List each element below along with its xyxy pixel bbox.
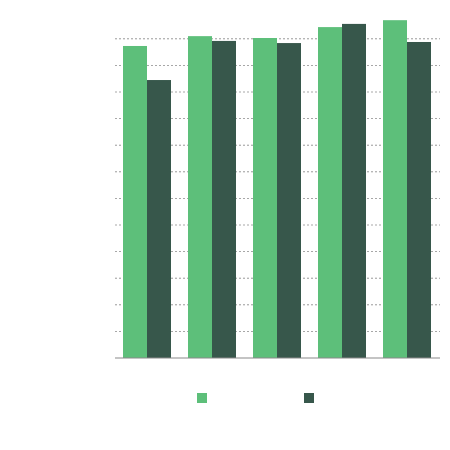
bar — [147, 80, 171, 358]
legend-swatch — [197, 393, 207, 403]
bar — [342, 23, 366, 359]
bar — [318, 27, 342, 358]
bar — [407, 41, 431, 358]
bar — [277, 43, 301, 358]
bar — [188, 36, 212, 358]
legend-swatch — [304, 393, 314, 403]
bar — [383, 20, 407, 359]
bar — [253, 38, 277, 358]
bar — [212, 40, 236, 358]
bar — [123, 45, 147, 359]
